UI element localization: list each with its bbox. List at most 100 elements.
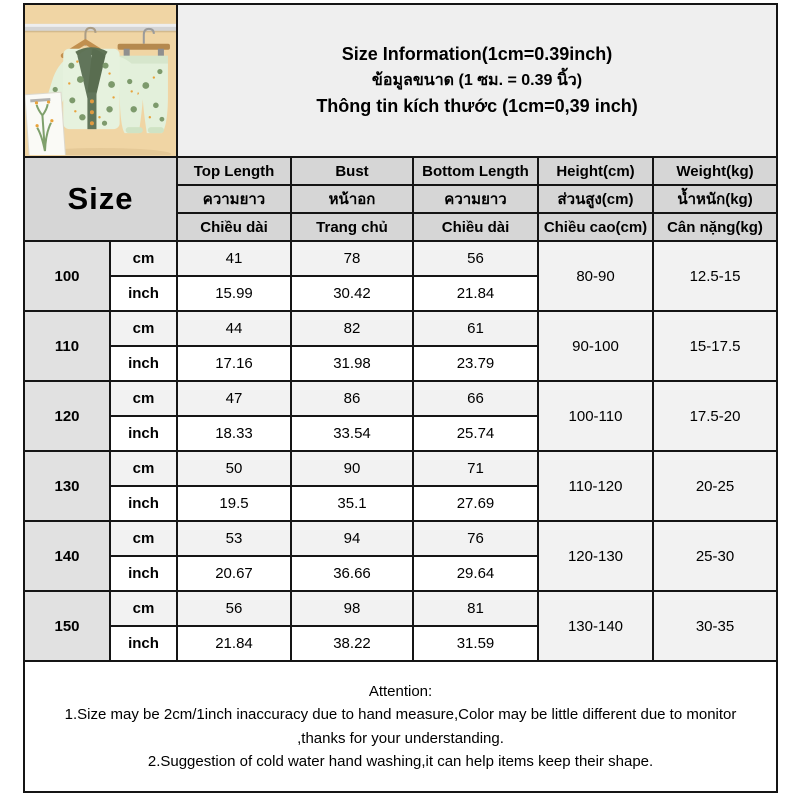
- weight-range: 20-25: [651, 450, 779, 522]
- size-chart-sheet: Size Information(1cm=0.39inch) ข้อมูลขนา…: [22, 3, 779, 793]
- unit-label-cm: cm: [109, 590, 178, 627]
- top-length-inch: 18.33: [176, 415, 292, 452]
- top-length-cm: 50: [176, 450, 292, 487]
- bust-cm: 78: [290, 240, 414, 277]
- bust-inch: 35.1: [290, 485, 414, 522]
- bust-cm: 82: [290, 310, 414, 347]
- table-row-130-cm: 130 cm 50 90 71 110-120 20-25: [23, 450, 779, 522]
- top-length-cm: 56: [176, 590, 292, 627]
- table-row-110-cm: 110 cm 44 82 61 90-100 15-17.5: [23, 310, 779, 382]
- bottom-length-inch: 31.59: [412, 625, 539, 662]
- col-header-top-length-vi: Chiều dài: [176, 212, 292, 242]
- col-header-bottom-length-th: ความยาว: [412, 184, 539, 214]
- attention-line: 1.Size may be 2cm/1inch inaccuracy due t…: [64, 706, 737, 724]
- unit-label-inch: inch: [109, 275, 178, 312]
- title-line-vi: Thông tin kích thước (1cm=0,39 inch): [316, 96, 638, 116]
- col-header-bust-en: Bust: [290, 156, 414, 186]
- top-length-inch: 17.16: [176, 345, 292, 382]
- bottom-length-inch: 29.64: [412, 555, 539, 592]
- height-range: 110-120: [537, 450, 654, 522]
- col-header-weight-th: น้ำหนัก(kg): [651, 184, 779, 214]
- attention-note: Attention: 1.Size may be 2cm/1inch inacc…: [22, 660, 779, 793]
- attention-line: 2.Suggestion of cold water hand washing,…: [147, 752, 654, 770]
- top-length-inch: 15.99: [176, 275, 292, 312]
- table-row-150-cm: 150 cm 56 98 81 130-140 30-35: [23, 590, 779, 662]
- col-header-bust-vi: Trang chủ: [290, 212, 414, 242]
- product-photo-cell: [23, 3, 178, 158]
- unit-label-inch: inch: [109, 555, 178, 592]
- table-row-140-inch: inch 20.67 36.66 29.64: [24, 555, 777, 592]
- size-value: 130: [23, 450, 111, 522]
- size-table: Size Information(1cm=0.39inch) ข้อมูลขนา…: [22, 3, 779, 793]
- bottom-length-cm: 61: [412, 310, 539, 347]
- unit-label-cm: cm: [109, 310, 178, 347]
- pajama-top: [45, 47, 140, 130]
- table-row-110-inch: inch 17.16 31.98 23.79: [24, 345, 777, 382]
- poster-card: [26, 91, 66, 155]
- col-header-bust-th: หน้าอก: [290, 184, 414, 214]
- attention-row: Attention: 1.Size may be 2cm/1inch inacc…: [22, 660, 779, 793]
- col-header-height-en: Height(cm): [537, 156, 654, 186]
- col-header-height-th: ส่วนสูง(cm): [537, 184, 654, 214]
- height-range: 90-100: [537, 310, 654, 382]
- bust-inch: 33.54: [290, 415, 414, 452]
- size-value: 150: [23, 590, 111, 662]
- attention-heading: Attention:: [368, 683, 433, 700]
- table-row-120-cm: 120 cm 47 86 66 100-110 17.5-20: [23, 380, 779, 452]
- table-row-140-cm: 140 cm 53 94 76 120-130 25-30: [23, 520, 779, 592]
- unit-label-cm: cm: [109, 380, 178, 417]
- bottom-length-cm: 71: [412, 450, 539, 487]
- bottom-length-inch: 23.79: [412, 345, 539, 382]
- top-length-cm: 44: [176, 310, 292, 347]
- bust-inch: 30.42: [290, 275, 414, 312]
- col-header-weight-vi: Cân nặng(kg): [651, 212, 779, 242]
- table-row-100-inch: inch 15.99 30.42 21.84: [24, 275, 777, 312]
- size-value: 140: [23, 520, 111, 592]
- size-column-header: Size: [23, 156, 178, 242]
- height-range: 120-130: [537, 520, 654, 592]
- height-range: 130-140: [537, 590, 654, 662]
- bust-cm: 90: [290, 450, 414, 487]
- bust-cm: 94: [290, 520, 414, 557]
- clothes-rod: [26, 23, 175, 33]
- bottom-length-cm: 81: [412, 590, 539, 627]
- column-header-row-en: Size Top Length Bust Bottom Length Heigh…: [23, 156, 779, 242]
- unit-label-cm: cm: [109, 240, 178, 277]
- bust-cm: 86: [290, 380, 414, 417]
- table-row-120-inch: inch 18.33 33.54 25.74: [24, 415, 777, 452]
- col-header-top-length-en: Top Length: [176, 156, 292, 186]
- top-length-cm: 53: [176, 520, 292, 557]
- col-header-bottom-length-vi: Chiều dài: [412, 212, 539, 242]
- bust-inch: 31.98: [290, 345, 414, 382]
- bottom-length-inch: 21.84: [412, 275, 539, 312]
- bottom-length-inch: 27.69: [412, 485, 539, 522]
- col-header-top-length-th: ความยาว: [176, 184, 292, 214]
- top-length-cm: 47: [176, 380, 292, 417]
- unit-label-inch: inch: [109, 485, 178, 522]
- column-header-row-vi: Chiều dài Trang chủ Chiều dài Chiều cao(…: [24, 212, 779, 242]
- size-value: 100: [23, 240, 111, 312]
- bottom-length-cm: 56: [412, 240, 539, 277]
- title-line-en: Size Information(1cm=0.39inch): [341, 44, 613, 64]
- top-length-cm: 41: [176, 240, 292, 277]
- column-header-row-th: ความยาว หน้าอก ความยาว ส่วนสูง(cm) น้ำหน…: [24, 184, 779, 214]
- header-banner-row: Size Information(1cm=0.39inch) ข้อมูลขนา…: [23, 3, 779, 158]
- title-line-th: ข้อมูลขนาด (1 ซม. = 0.39 นิ้ว): [371, 72, 583, 89]
- unit-label-inch: inch: [109, 625, 178, 662]
- bottom-length-cm: 66: [412, 380, 539, 417]
- bust-cm: 98: [290, 590, 414, 627]
- top-length-inch: 20.67: [176, 555, 292, 592]
- size-value: 120: [23, 380, 111, 452]
- unit-label-cm: cm: [109, 450, 178, 487]
- weight-range: 15-17.5: [651, 310, 779, 382]
- col-header-weight-en: Weight(kg): [651, 156, 779, 186]
- top-length-inch: 21.84: [176, 625, 292, 662]
- height-range: 100-110: [537, 380, 654, 452]
- weight-range: 17.5-20: [651, 380, 779, 452]
- height-range: 80-90: [537, 240, 654, 312]
- weight-range: 25-30: [651, 520, 779, 592]
- top-length-inch: 19.5: [176, 485, 292, 522]
- unit-label-inch: inch: [109, 415, 178, 452]
- unit-label-inch: inch: [109, 345, 178, 382]
- bottom-length-cm: 76: [412, 520, 539, 557]
